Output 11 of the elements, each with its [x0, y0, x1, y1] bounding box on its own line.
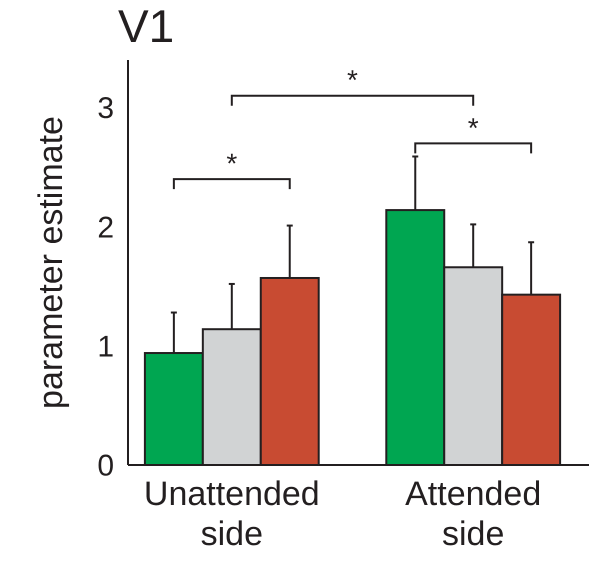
- x-tick-label: Attended side: [405, 475, 542, 553]
- chart-title: V1: [118, 0, 174, 52]
- y-tick-label: 3: [97, 92, 114, 126]
- y-tick-label: 1: [97, 330, 114, 364]
- annotation: *: [468, 112, 479, 144]
- x-tick-label: Unattended side: [144, 475, 320, 553]
- y-tick-label: 0: [97, 450, 114, 482]
- annotation: *: [347, 64, 358, 96]
- y-tick-label: 2: [97, 211, 114, 244]
- annotation: *: [226, 148, 238, 180]
- y-axis-title: parameter estimate: [32, 116, 70, 409]
